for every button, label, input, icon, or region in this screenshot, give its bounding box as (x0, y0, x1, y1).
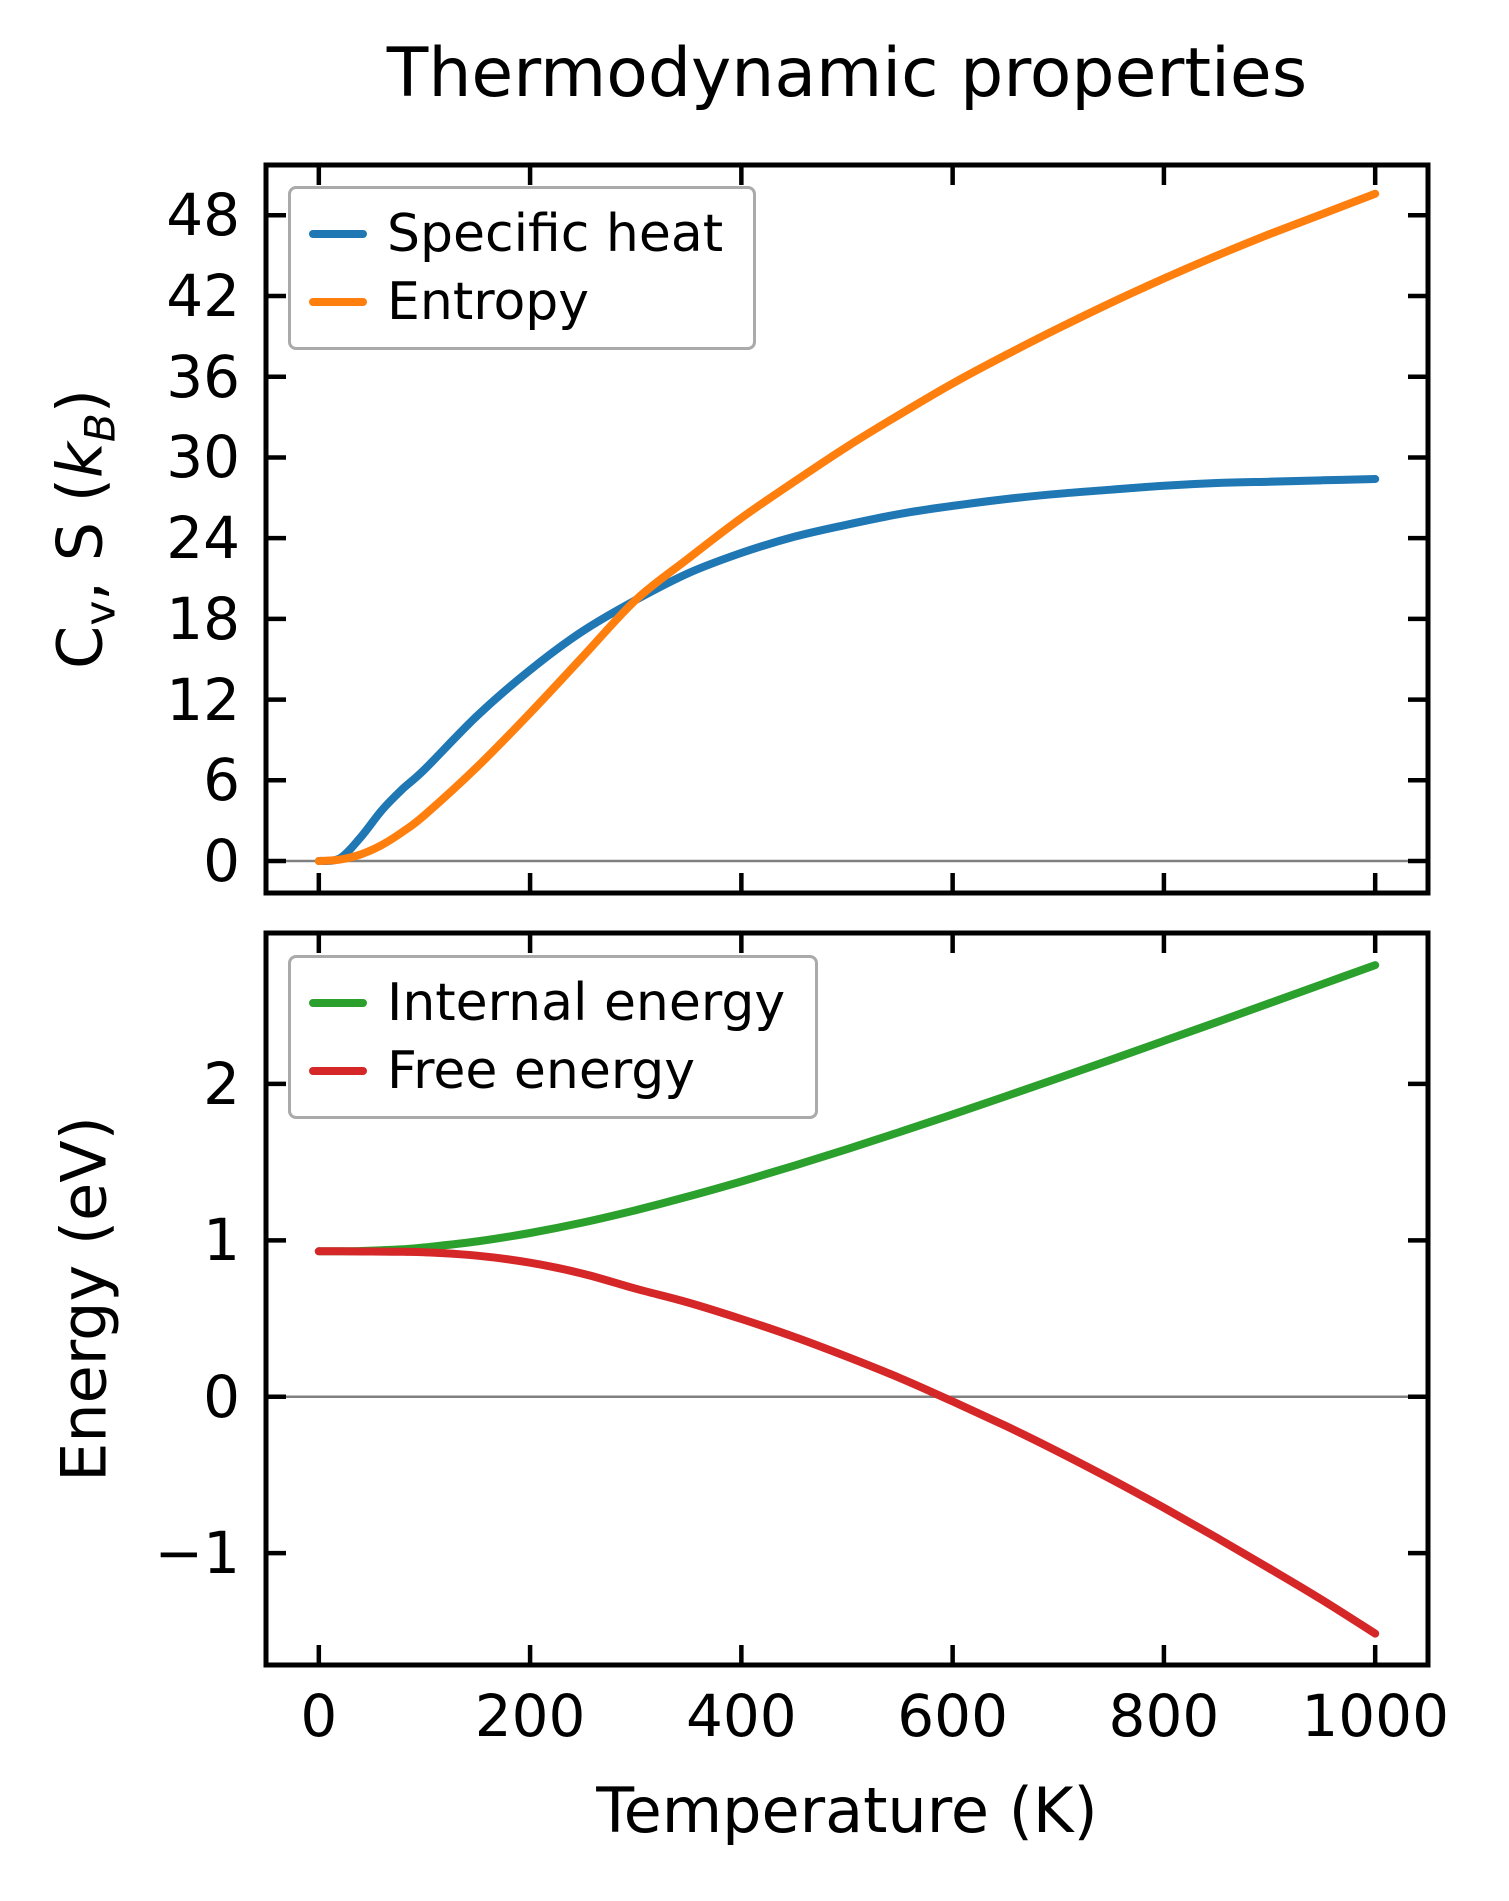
x-tick-label: 400 (686, 1682, 797, 1750)
legend-top-panel: Specific heat Entropy (288, 186, 757, 350)
legend-label: Entropy (387, 272, 590, 332)
legend-line-swatch (309, 230, 367, 238)
y-tick-label: 36 (166, 342, 240, 411)
y-tick-label: −1 (154, 1519, 241, 1588)
figure-title: Thermodynamic properties (386, 34, 1308, 113)
legend-item-entropy: Entropy (309, 273, 723, 331)
curve-specific-heat (314, 475, 1380, 865)
y-tick-label: 1 (203, 1206, 240, 1275)
legend-label: Specific heat (387, 204, 724, 264)
x-tick-label: 800 (1108, 1682, 1220, 1750)
legend-line-swatch (309, 999, 367, 1007)
curve-entropy (314, 189, 1380, 865)
y-tick-label: 18 (166, 584, 240, 653)
y-tick-label: 48 (166, 181, 240, 250)
y-axis-label-part: Energy (eV) (47, 1116, 121, 1482)
legend-item-free-energy: Free energy (309, 1042, 785, 1100)
y-axis-label-bottom: Energy (eV) (48, 1116, 121, 1482)
y-tick-label: 30 (166, 423, 240, 492)
legend-line-swatch (309, 1067, 367, 1075)
x-tick-label: 1000 (1301, 1682, 1449, 1750)
y-tick-label: 12 (166, 665, 240, 734)
y-tick-label: 2 (203, 1049, 240, 1118)
y-tick-label: 24 (166, 504, 240, 573)
legend-item-specific-heat: Specific heat (309, 205, 723, 263)
legend-label: Internal energy (387, 973, 786, 1033)
legend-label: Free energy (387, 1041, 696, 1101)
x-axis-label: Temperature (K) (596, 1774, 1098, 1847)
legend-item-internal-energy: Internal energy (309, 974, 785, 1032)
x-tick-label: 200 (474, 1682, 586, 1750)
y-tick-label: 0 (203, 1362, 240, 1431)
y-tick-label: 0 (203, 826, 240, 895)
legend-bottom-panel: Internal energy Free energy (288, 955, 819, 1119)
y-tick-label: 6 (203, 746, 240, 815)
curve-free-energy (314, 1247, 1380, 1638)
panel-spines (263, 162, 1431, 896)
panel-spines (263, 930, 1431, 1668)
y-tick-label: 42 (166, 262, 240, 331)
x-tick-label: 600 (897, 1682, 1008, 1750)
legend-line-swatch (309, 298, 367, 306)
x-tick-label: 0 (300, 1682, 338, 1750)
